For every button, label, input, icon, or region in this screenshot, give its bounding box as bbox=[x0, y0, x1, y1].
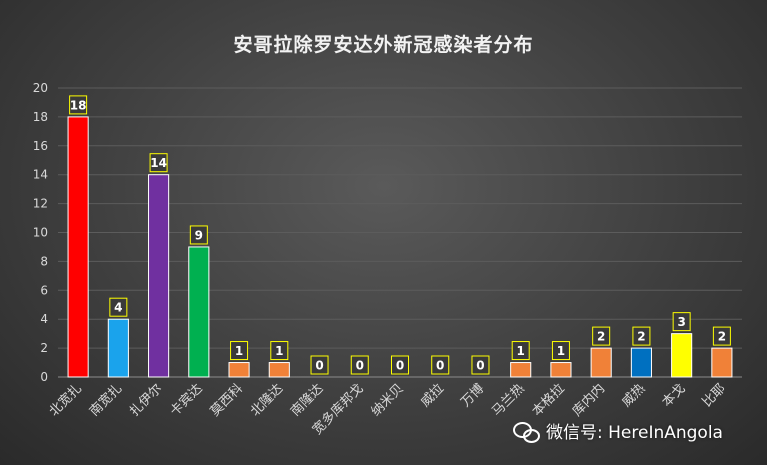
y-tick-label: 10 bbox=[33, 226, 48, 240]
data-label: 14 bbox=[150, 156, 167, 170]
bar bbox=[711, 347, 733, 378]
bar bbox=[630, 347, 652, 378]
data-label-box bbox=[149, 153, 168, 173]
bar bbox=[590, 347, 612, 378]
bar bbox=[671, 333, 693, 378]
y-tick-label: 0 bbox=[40, 370, 48, 384]
data-label-box bbox=[511, 341, 530, 361]
x-tick-label: 比耶 bbox=[700, 381, 729, 410]
bar bbox=[510, 362, 532, 378]
bar bbox=[107, 318, 129, 378]
x-tick-label: 北宽扎 bbox=[46, 381, 85, 420]
data-label-box bbox=[310, 355, 329, 375]
y-tick-label: 6 bbox=[40, 283, 48, 297]
data-label: 4 bbox=[114, 301, 122, 315]
y-tick-label: 4 bbox=[40, 312, 48, 326]
x-tick-label: 纳米贝 bbox=[369, 381, 407, 419]
y-tick-label: 20 bbox=[33, 81, 48, 95]
data-label: 1 bbox=[235, 344, 243, 358]
data-label-box bbox=[471, 355, 490, 375]
bar bbox=[188, 246, 210, 378]
y-tick-label: 18 bbox=[33, 110, 48, 124]
bar bbox=[148, 174, 170, 378]
y-tick-label: 12 bbox=[33, 197, 48, 211]
y-tick-label: 2 bbox=[40, 341, 48, 355]
x-tick-label: 本格拉 bbox=[529, 381, 568, 420]
data-label-box bbox=[712, 326, 731, 346]
x-tick-label: 南宽扎 bbox=[86, 381, 125, 420]
x-tick-label: 威热 bbox=[619, 381, 648, 410]
y-tick-label: 8 bbox=[40, 254, 48, 268]
data-label: 1 bbox=[557, 344, 565, 358]
data-label: 0 bbox=[476, 359, 484, 373]
data-label-box bbox=[672, 312, 691, 332]
data-label-box bbox=[189, 225, 208, 245]
x-tick-label: 北隆达 bbox=[248, 381, 286, 419]
watermark-text: 微信号: HereInAngola bbox=[546, 423, 723, 443]
y-tick-label: 14 bbox=[33, 168, 48, 182]
data-label-box bbox=[69, 95, 88, 115]
data-label-box bbox=[431, 355, 450, 375]
x-tick-label: 南隆达 bbox=[287, 381, 326, 420]
data-label-box bbox=[391, 355, 409, 375]
bar bbox=[550, 362, 572, 378]
x-tick-label: 威拉 bbox=[418, 381, 447, 410]
data-label: 18 bbox=[70, 98, 87, 112]
data-label: 2 bbox=[597, 330, 605, 344]
x-tick-label: 莫西科 bbox=[208, 381, 246, 419]
data-label: 1 bbox=[517, 344, 525, 358]
data-label-box bbox=[592, 326, 611, 346]
data-label-box bbox=[109, 297, 128, 317]
data-label: 0 bbox=[356, 359, 364, 373]
data-label-box bbox=[350, 355, 369, 375]
chart-title: 安哥拉除罗安达外新冠感染者分布 bbox=[233, 34, 534, 56]
data-label: 2 bbox=[718, 330, 726, 344]
data-label: 1 bbox=[275, 344, 283, 358]
data-label-box bbox=[632, 326, 651, 346]
x-tick-label: 卡宾达 bbox=[167, 381, 206, 420]
data-label: 0 bbox=[436, 359, 444, 373]
wechat-icon bbox=[512, 420, 540, 443]
bar bbox=[67, 116, 89, 378]
data-label-box bbox=[551, 341, 570, 361]
data-label: 9 bbox=[195, 228, 203, 242]
watermark: 微信号: HereInAngola bbox=[512, 418, 723, 443]
data-label-box bbox=[270, 341, 289, 361]
data-label-box bbox=[230, 341, 249, 361]
data-label: 2 bbox=[637, 330, 645, 344]
x-tick-label: 扎伊尔 bbox=[127, 381, 165, 419]
x-tick-label: 万博 bbox=[458, 381, 487, 410]
y-tick-label: 16 bbox=[33, 139, 48, 153]
x-tick-label: 库内内 bbox=[569, 381, 608, 420]
bar bbox=[268, 362, 290, 378]
x-tick-label: 本戈 bbox=[659, 381, 688, 410]
data-label: 0 bbox=[396, 359, 404, 373]
data-label: 3 bbox=[677, 315, 685, 329]
data-label: 0 bbox=[315, 359, 323, 373]
bar bbox=[228, 362, 250, 378]
x-tick-label: 马兰热 bbox=[489, 381, 527, 419]
